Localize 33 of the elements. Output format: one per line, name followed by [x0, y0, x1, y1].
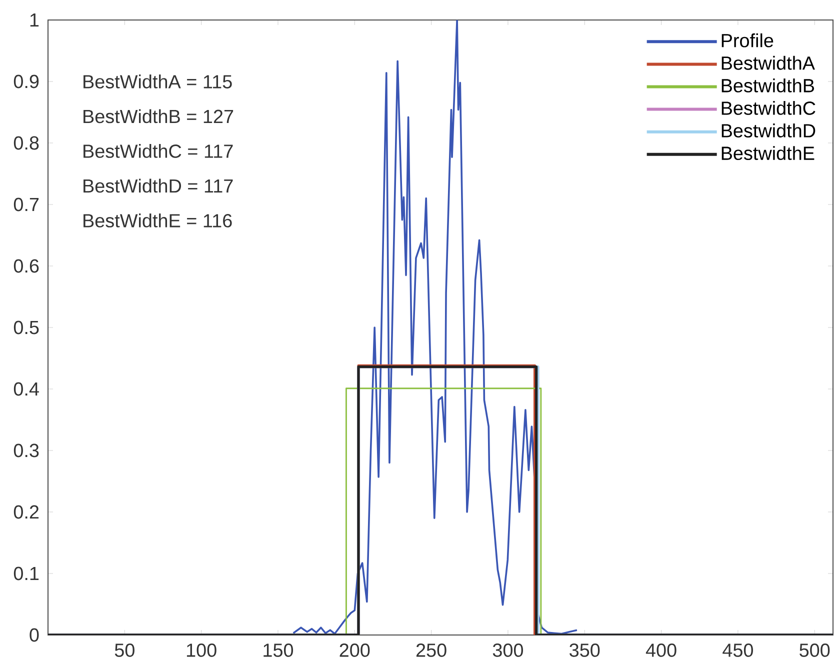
annotation: BestWidthB = 127	[84, 109, 234, 124]
legend-label: Profile	[722, 33, 774, 48]
legend-label: BestwidthB	[722, 78, 814, 92]
annotation: BestWidthA = 115	[84, 74, 232, 88]
annotation: BestWidthD = 117	[84, 178, 233, 193]
x-tick-label: 450	[722, 643, 753, 657]
legend-label: BestwidthA	[722, 56, 815, 70]
y-tick-label: 0.5	[14, 320, 39, 334]
legend-label: BestwidthC	[722, 101, 816, 115]
annotation: BestWidthC = 117	[84, 144, 233, 158]
y-tick-label: 0.1	[14, 566, 39, 580]
x-tick-label: 300	[492, 643, 524, 657]
line-series	[292, 20, 578, 635]
y-tick-label: 0.8	[14, 136, 39, 150]
y-tick-label: 0.2	[14, 505, 39, 519]
legend-label: BestwidthE	[722, 146, 814, 160]
x-tick-label: 150	[264, 643, 294, 657]
x-tick-label: 250	[416, 643, 446, 657]
x-tick-label: 200	[340, 643, 370, 657]
x-tick-label: 50	[114, 643, 134, 657]
legend-label: BestwidthD	[722, 124, 816, 138]
y-tick-label: 0.4	[14, 382, 39, 396]
y-tick-label: 0	[30, 628, 39, 642]
y-tick-label: 0.9	[14, 74, 39, 88]
y-tick-label: 0.6	[14, 259, 39, 273]
x-tick-label: 500	[800, 643, 830, 657]
x-tick-label: 350	[570, 643, 600, 657]
x-tick-label: 100	[186, 643, 216, 657]
x-tick-label: 400	[646, 643, 676, 657]
y-tick-label: 0.7	[14, 198, 39, 212]
y-tick-label: 1	[30, 13, 39, 26]
annotation: BestWidthE = 116	[84, 214, 232, 228]
y-tick-label: 0.3	[14, 444, 39, 458]
